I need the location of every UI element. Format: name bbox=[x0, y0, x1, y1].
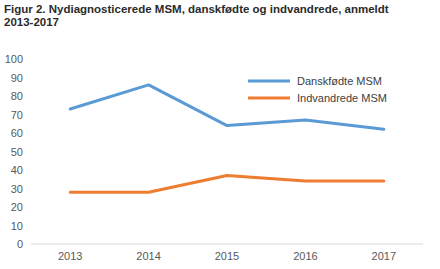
legend-swatch bbox=[248, 97, 290, 100]
y-tick-label: 50 bbox=[11, 146, 23, 158]
y-tick-label: 70 bbox=[11, 109, 23, 121]
y-tick-label: 60 bbox=[11, 127, 23, 139]
x-tick-label: 2015 bbox=[215, 250, 239, 262]
title-line: Figur 2. Nydiagnosticerede MSM, danskfød… bbox=[4, 3, 389, 15]
y-tick-label: 0 bbox=[17, 238, 23, 250]
y-tick-label: 80 bbox=[11, 90, 23, 102]
y-tick-label: 30 bbox=[11, 183, 23, 195]
chart-root: Figur 2. Nydiagnosticerede MSM, danskfød… bbox=[0, 0, 440, 269]
x-axis-line bbox=[31, 244, 423, 245]
legend-label: Danskfødte MSM bbox=[297, 75, 382, 87]
title-line: 2013-2017 bbox=[4, 16, 59, 28]
y-tick-label: 90 bbox=[11, 72, 23, 84]
legend-swatch bbox=[248, 80, 290, 83]
x-tick-label: 2016 bbox=[293, 250, 317, 262]
y-tick-label: 10 bbox=[11, 220, 23, 232]
y-tick-label: 40 bbox=[11, 164, 23, 176]
y-tick-label: 20 bbox=[11, 201, 23, 213]
x-tick-label: 2017 bbox=[372, 250, 396, 262]
x-tick-label: 2014 bbox=[136, 250, 160, 262]
legend: Danskfødte MSM Indvandrede MSM bbox=[248, 75, 387, 104]
title: Figur 2. Nydiagnosticerede MSM, danskfød… bbox=[4, 3, 389, 28]
y-tick-label: 100 bbox=[5, 53, 23, 65]
x-tick-label: 2013 bbox=[58, 250, 82, 262]
chart-svg: Figur 2. Nydiagnosticerede MSM, danskfød… bbox=[0, 0, 440, 269]
legend-label: Indvandrede MSM bbox=[297, 92, 387, 104]
series-line bbox=[70, 176, 384, 193]
